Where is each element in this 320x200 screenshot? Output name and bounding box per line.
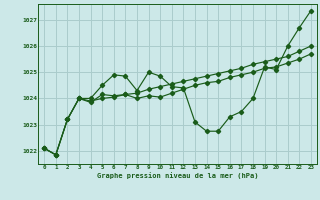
X-axis label: Graphe pression niveau de la mer (hPa): Graphe pression niveau de la mer (hPa) (97, 172, 258, 179)
